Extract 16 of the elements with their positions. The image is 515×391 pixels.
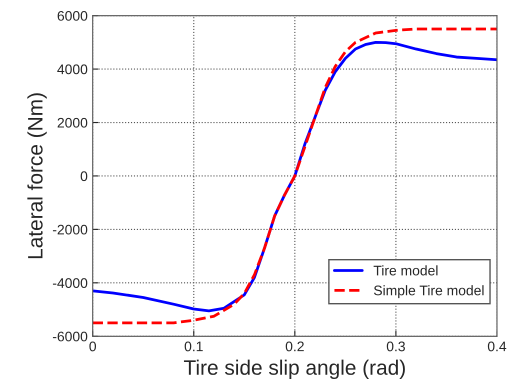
x-tick-label: 0.3: [386, 341, 405, 352]
x-tick-label: 0.2: [286, 341, 304, 352]
y-tick-label: 2000: [58, 118, 88, 128]
legend-label: Tire model: [374, 265, 438, 276]
x-tick-label: 0: [89, 341, 96, 352]
y-tick-label: -4000: [52, 278, 88, 288]
y-axis-title: Lateral force (Nm): [27, 93, 47, 258]
y-tick-label: 0: [80, 171, 88, 182]
x-tick-label: 0.1: [184, 341, 203, 352]
y-tick-label: -2000: [52, 224, 88, 235]
legend-label: Simple Tire model: [374, 285, 484, 298]
x-axis-title: Tire side slip angle (rad): [184, 360, 405, 380]
y-tick-label: 4000: [57, 64, 88, 74]
x-tick-label: 0.4: [488, 341, 506, 352]
y-tick-label: 6000: [58, 10, 88, 21]
y-tick-label: -6000: [52, 332, 88, 342]
